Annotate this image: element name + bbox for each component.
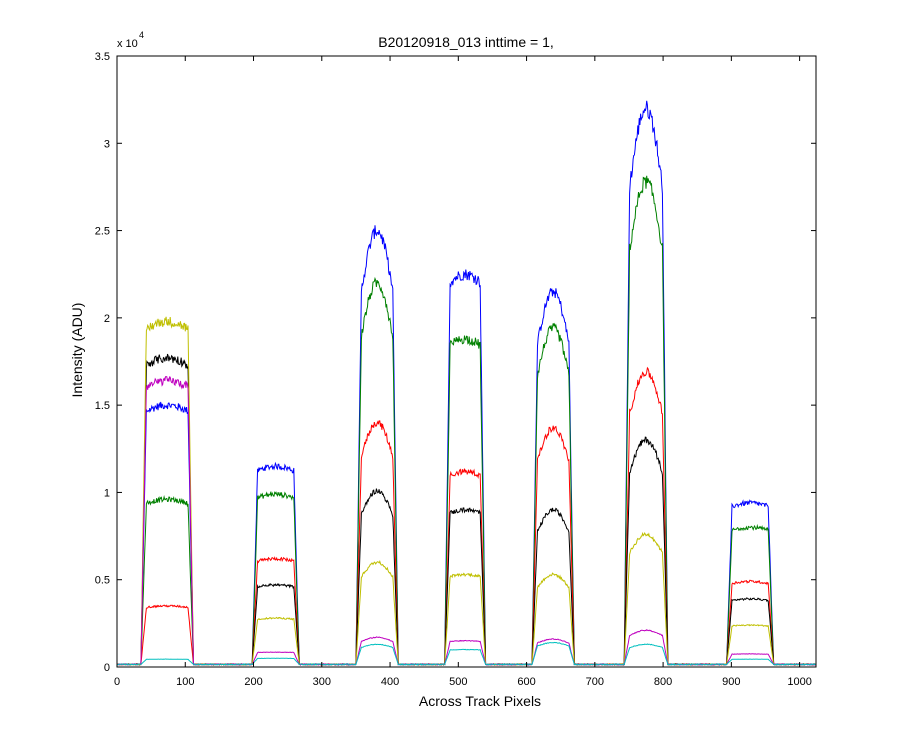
x-tick-label: 1000 (787, 676, 811, 688)
y-tick-label: 2 (104, 313, 110, 325)
y-tick-label: 2.5 (95, 226, 110, 238)
x-tick-label: 500 (449, 676, 467, 688)
x-axis-label: Across Track Pixels (419, 693, 541, 709)
x-tick-label: 200 (244, 676, 262, 688)
x-axis: 0 100 200 300 400 500 600 700 800 900 1000 (114, 56, 812, 688)
x-tick-label: 800 (654, 676, 672, 688)
y-tick-label: 0 (104, 662, 110, 674)
y-exponent-power: 4 (139, 30, 144, 40)
x-tick-label: 600 (517, 676, 535, 688)
x-tick-label: 900 (722, 676, 740, 688)
y-tick-label: 1.5 (95, 400, 110, 412)
x-tick-label: 100 (176, 676, 194, 688)
plot-area-background (117, 56, 816, 667)
y-exponent-label: x 10 (117, 38, 138, 50)
y-tick-label: 1 (104, 487, 110, 499)
series-line-7 (116, 641, 817, 666)
y-axis: 0 0.5 1 1.5 2 2.5 3 3.5 (95, 51, 816, 674)
x-tick-label: 400 (381, 676, 399, 688)
x-tick-label: 300 (313, 676, 331, 688)
y-tick-label: 3 (104, 138, 110, 150)
plot-frame (116, 55, 817, 668)
x-tick-label: 0 (114, 676, 120, 688)
y-axis-label: Intensity (ADU) (69, 303, 85, 398)
x-tick-label: 700 (586, 676, 604, 688)
series-lines (116, 100, 817, 666)
y-tick-label: 0.5 (95, 575, 110, 587)
y-tick-label: 3.5 (95, 51, 110, 63)
chart-title: B20120918_013 inttime = 1, (378, 34, 554, 50)
